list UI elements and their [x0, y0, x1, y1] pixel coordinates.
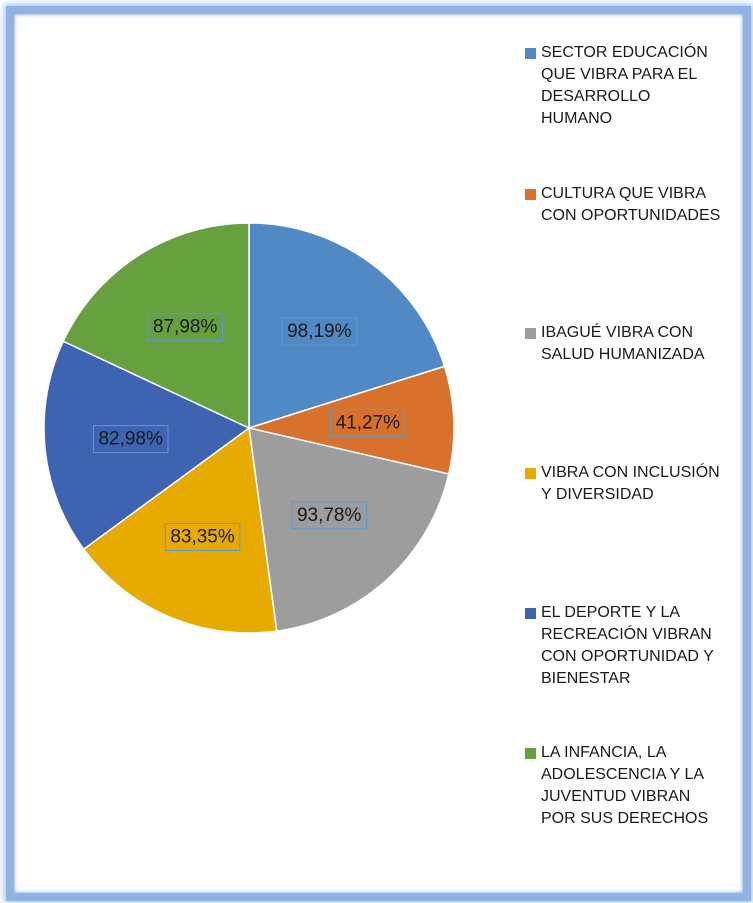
legend-swatch	[525, 189, 536, 200]
pie-slice	[82, 426, 278, 634]
legend-label: SECTOR EDUCACIÓN QUE VIBRA PARA EL DESAR…	[541, 44, 708, 127]
data-label: 87,98%	[153, 317, 218, 338]
data-label: 83,35%	[170, 526, 235, 547]
legend-label: VIBRA CON INCLUSIÓN Y DIVERSIDAD	[541, 464, 720, 503]
legend-swatch	[525, 328, 536, 339]
data-label: 41,27%	[336, 412, 401, 433]
data-label: 98,19%	[287, 321, 352, 342]
data-label-box	[291, 501, 367, 530]
data-label-box	[330, 408, 406, 437]
legend-label: LA INFANCIA, LA ADOLESCENCIA Y LA JUVENT…	[541, 744, 709, 827]
legend-swatch	[525, 48, 536, 59]
legend-item: SECTOR EDUCACIÓN QUE VIBRA PARA EL DESAR…	[525, 42, 725, 130]
legend-label: CULTURA QUE VIBRA CON OPORTUNIDADES	[541, 185, 721, 224]
legend-swatch	[525, 608, 536, 619]
data-label: 93,78%	[297, 505, 362, 526]
data-label-box	[92, 425, 169, 454]
pie-slice	[248, 222, 446, 430]
pie-slice	[248, 427, 450, 632]
legend-label: EL DEPORTE Y LA RECREACIÓN VIBRAN CON OP…	[541, 604, 714, 687]
data-label-box	[164, 522, 241, 551]
data-label-box	[147, 313, 223, 342]
pie-slice	[43, 340, 251, 551]
legend-item: EL DEPORTE Y LA RECREACIÓN VIBRAN CON OP…	[525, 602, 725, 690]
legend-item: IBAGUÉ VIBRA CON SALUD HUMANIZADA	[525, 322, 725, 366]
legend-item: CULTURA QUE VIBRA CON OPORTUNIDADES	[525, 183, 725, 227]
data-label-box	[281, 317, 358, 346]
legend-item: LA INFANCIA, LA ADOLESCENCIA Y LA JUVENT…	[525, 742, 725, 830]
legend-label: IBAGUÉ VIBRA CON SALUD HUMANIZADA	[541, 324, 705, 363]
legend-item: VIBRA CON INCLUSIÓN Y DIVERSIDAD	[525, 462, 725, 506]
pie-slice	[246, 365, 455, 475]
legend-swatch	[525, 468, 536, 479]
legend-swatch	[525, 748, 536, 759]
pie-slice	[62, 222, 250, 430]
data-label: 82,98%	[98, 429, 163, 450]
